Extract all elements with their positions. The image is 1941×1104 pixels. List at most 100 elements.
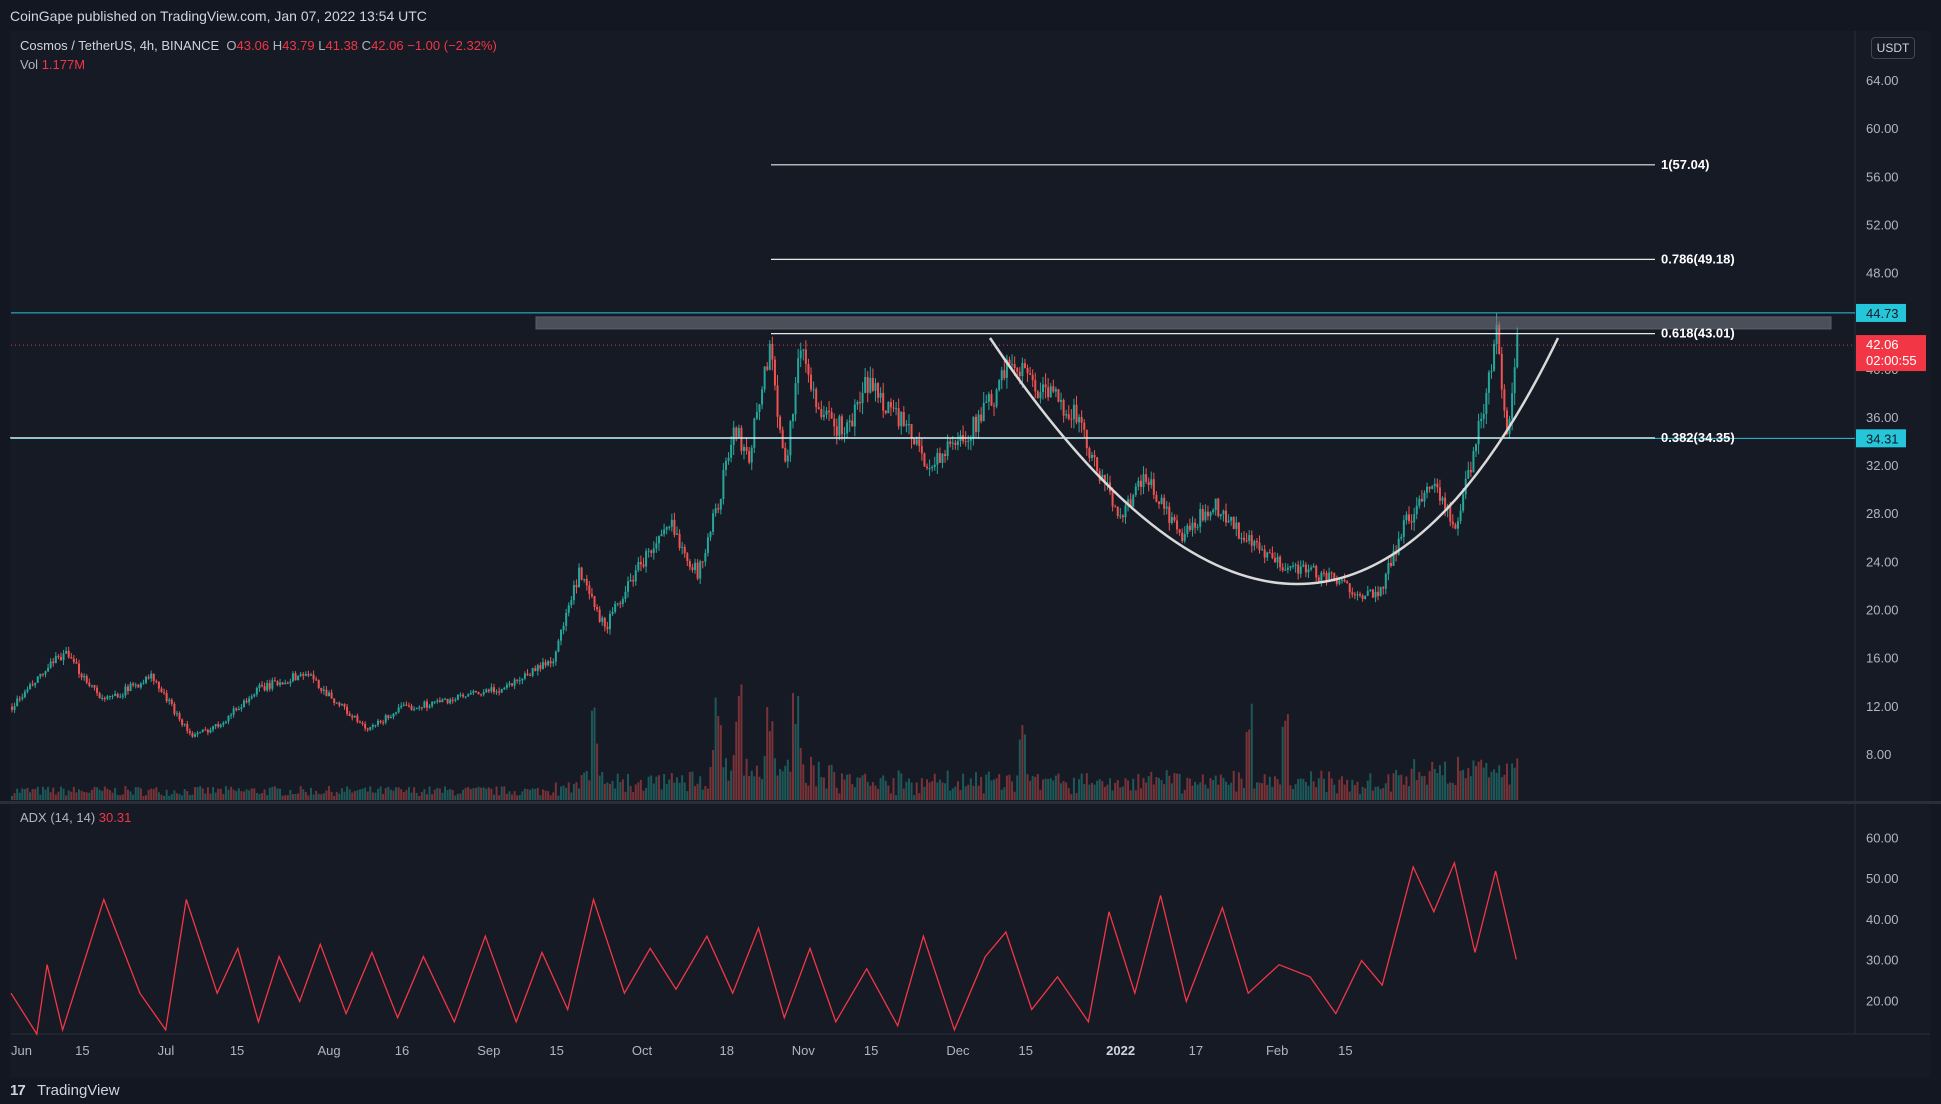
price-axis-tick: 20.00 <box>1866 603 1899 618</box>
candle-body <box>1160 497 1163 504</box>
candle-body <box>544 662 547 666</box>
candle-body <box>621 599 624 604</box>
volume-bar <box>1253 788 1256 800</box>
volume-bar <box>606 782 609 800</box>
adx-label[interactable]: ADX (14, 14) <box>20 810 96 825</box>
volume-bar <box>766 707 769 800</box>
currency-button[interactable]: USDT <box>1871 37 1915 59</box>
volume-bar <box>1127 780 1130 800</box>
volume-bar <box>944 783 947 800</box>
candle-body <box>964 441 967 443</box>
volume-bar <box>1477 761 1480 800</box>
volume-bar <box>333 795 336 800</box>
candle-body <box>312 674 315 680</box>
candle-body <box>482 691 485 695</box>
current-price-badge <box>1856 335 1926 372</box>
volume-bar <box>1426 784 1429 800</box>
volume-bar <box>230 786 233 800</box>
candle-body <box>846 422 849 434</box>
footer-brand[interactable]: TradingView <box>37 1082 120 1099</box>
volume-bar <box>1240 778 1243 800</box>
volume-bar <box>1067 788 1070 800</box>
candle-body <box>706 537 709 554</box>
candle-body <box>797 358 800 384</box>
candle-body <box>701 561 704 563</box>
volume-bar <box>642 790 645 800</box>
volume-bar <box>627 773 630 800</box>
candle-body <box>44 671 47 675</box>
volume-bar <box>500 786 503 800</box>
candle-body <box>956 441 959 446</box>
chart-frame[interactable] <box>10 31 1930 1078</box>
candle-body <box>969 438 972 441</box>
volume-bar <box>1124 778 1127 800</box>
volume-bar <box>547 791 550 800</box>
volume-bar <box>1080 773 1083 800</box>
volume-bar <box>913 795 916 800</box>
volume-bar <box>567 782 570 800</box>
volume-bar <box>263 789 266 800</box>
candle-body <box>722 469 725 500</box>
candle-body <box>217 724 220 727</box>
tradingview-logo-icon[interactable]: 17 <box>10 1082 26 1099</box>
candle-body <box>485 689 488 692</box>
volume-bar <box>1168 775 1171 800</box>
volume-bar <box>791 693 794 800</box>
candle-body <box>794 383 797 415</box>
candle-body <box>255 688 258 695</box>
volume-bar <box>201 788 204 800</box>
candle-body <box>980 414 983 422</box>
candle-body <box>552 661 555 664</box>
candle-body <box>1459 510 1462 522</box>
volume-bar <box>173 790 176 800</box>
volume-bar <box>1322 778 1325 800</box>
candle-body <box>181 719 184 725</box>
candle-body <box>926 466 929 469</box>
volume-bar <box>828 765 831 800</box>
candle-body <box>730 444 733 458</box>
volume-bar <box>374 792 377 800</box>
volume-bar <box>199 786 202 800</box>
time-axis-tick: 18 <box>720 1043 734 1058</box>
candle-body <box>1065 414 1068 416</box>
candle-body <box>1418 498 1421 506</box>
volume-bar <box>407 787 410 800</box>
candle-body <box>343 704 346 707</box>
candle-body <box>1505 410 1508 435</box>
volume-bar <box>786 759 789 800</box>
volume-bar <box>204 793 207 800</box>
volume-bar <box>170 794 173 800</box>
candle-body <box>1444 497 1447 510</box>
volume-bar <box>41 786 44 800</box>
candle-body <box>786 455 789 462</box>
candle-body <box>632 579 635 582</box>
volume-bar <box>402 792 405 800</box>
volume-bar <box>923 786 926 800</box>
adx-axis-tick: 60.00 <box>1866 830 1899 845</box>
volume-bar <box>1266 784 1269 800</box>
price-axis-tick: 60.00 <box>1866 121 1899 136</box>
candle-body <box>209 729 212 733</box>
volume-bar <box>1039 789 1042 800</box>
candle-body <box>521 678 524 681</box>
volume-bar <box>1449 782 1452 800</box>
volume-bar <box>1096 780 1099 800</box>
volume-bar <box>1049 778 1052 800</box>
volume-bar <box>665 783 668 800</box>
volume-bar <box>1052 780 1055 800</box>
time-axis-tick: Aug <box>317 1043 340 1058</box>
candle-body <box>1116 506 1119 517</box>
candle-body <box>121 695 124 697</box>
volume-bar <box>1433 768 1436 800</box>
candle-body <box>1382 587 1385 589</box>
symbol-label[interactable]: Cosmos / TetherUS, 4h, BINANCE <box>20 38 220 53</box>
volume-bar <box>353 791 356 800</box>
candle-body <box>93 685 96 688</box>
volume-bar <box>410 792 413 800</box>
volume-bar <box>1145 782 1148 800</box>
volume-bar <box>552 792 555 800</box>
volume-bar <box>670 773 673 800</box>
volume-bar <box>49 792 52 800</box>
candle-body <box>1462 494 1465 511</box>
